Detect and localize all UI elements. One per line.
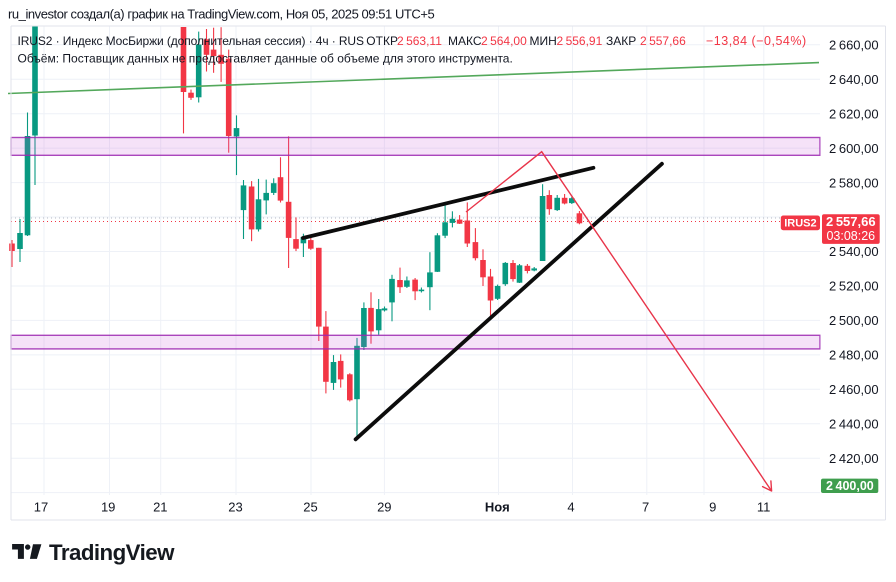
svg-text:ОТКР: ОТКР [366,34,398,48]
svg-text:МИН: МИН [530,34,557,48]
svg-text:2 520,00: 2 520,00 [829,279,879,294]
svg-text:Ноя: Ноя [485,500,510,515]
svg-text:2 400,00: 2 400,00 [826,479,874,493]
svg-text:ru_investor создал(а) график н: ru_investor создал(а) график на TradingV… [8,7,434,22]
svg-text:TradingView: TradingView [49,540,175,565]
svg-text:25: 25 [303,500,317,515]
svg-text:IRUS2: IRUS2 [784,218,816,230]
svg-text:23: 23 [228,500,242,515]
svg-text:IRUS2 · Индекс МосБиржи (допол: IRUS2 · Индекс МосБиржи (дополнительная … [18,34,364,48]
svg-text:2 540,00: 2 540,00 [829,244,879,259]
svg-text:−13,84 (−0,54%): −13,84 (−0,54%) [706,34,807,48]
svg-text:2 440,00: 2 440,00 [829,417,879,432]
svg-text:2 460,00: 2 460,00 [829,382,879,397]
svg-text:2 640,00: 2 640,00 [829,72,879,87]
svg-text:ЗАКР: ЗАКР [606,34,636,48]
svg-text:17: 17 [34,500,48,515]
svg-text:11: 11 [757,500,771,515]
svg-text:7: 7 [642,500,649,515]
svg-text:2 600,00: 2 600,00 [829,141,879,156]
svg-text:19: 19 [101,500,115,515]
svg-text:9: 9 [709,500,716,515]
svg-text:2 557,66: 2 557,66 [640,34,686,48]
svg-text:2 556,91: 2 556,91 [557,34,603,48]
svg-text:2 500,00: 2 500,00 [829,313,879,328]
svg-text:2 563,11: 2 563,11 [397,34,442,48]
svg-text:2 564,00: 2 564,00 [481,34,527,48]
svg-text:29: 29 [377,500,391,515]
svg-text:2 420,00: 2 420,00 [829,451,879,466]
svg-text:2 580,00: 2 580,00 [829,175,879,190]
svg-text:2 620,00: 2 620,00 [829,106,879,121]
svg-text:03:08:26: 03:08:26 [826,229,875,243]
svg-text:2 557,66: 2 557,66 [826,214,876,229]
svg-text:2 660,00: 2 660,00 [829,38,879,53]
svg-text:4: 4 [567,500,574,515]
svg-text:МАКС: МАКС [448,34,482,48]
svg-text:Объём: Поставщик данных не пре: Объём: Поставщик данных не предоставляет… [18,52,513,66]
svg-text:21: 21 [153,500,167,515]
svg-text:2 480,00: 2 480,00 [829,348,879,363]
